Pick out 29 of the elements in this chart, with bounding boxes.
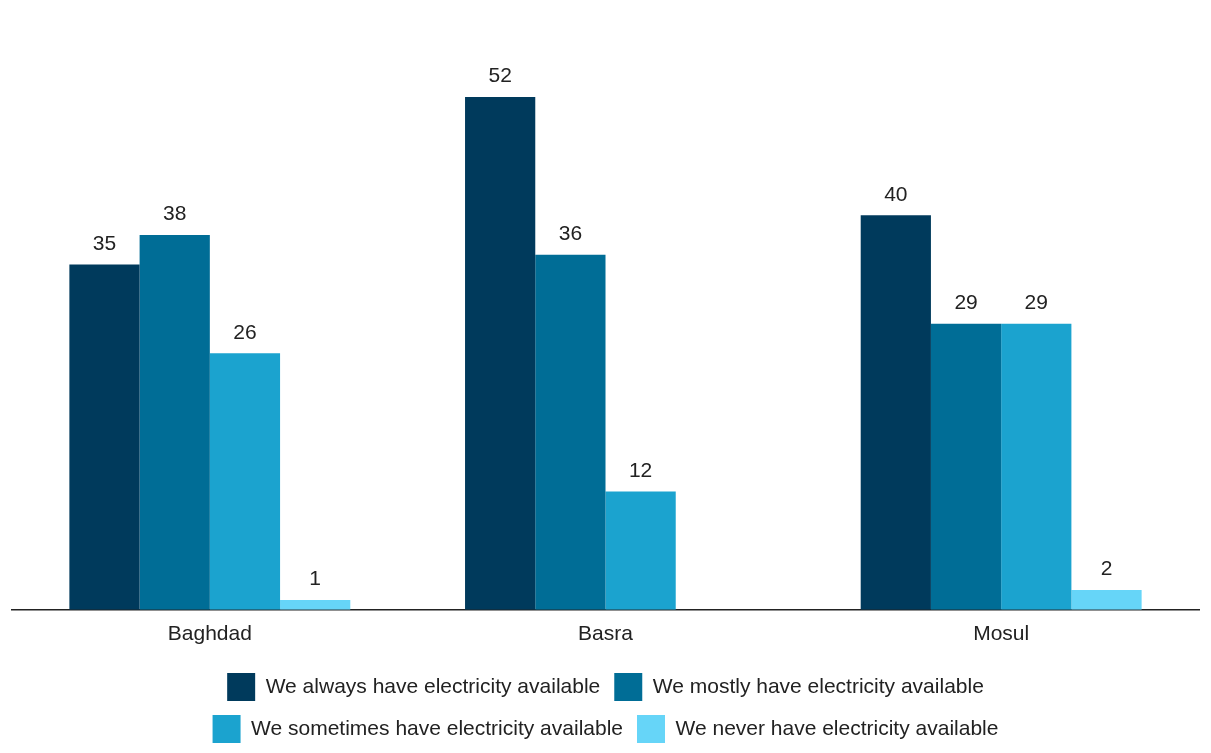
bar: [209, 353, 281, 610]
data-label: 2: [1100, 556, 1113, 580]
data-label: 1: [309, 566, 322, 590]
x-tick-label: Mosul: [973, 621, 1030, 645]
legend-label: We always have electricity available: [265, 673, 601, 697]
bar: [1071, 590, 1142, 610]
bar: [139, 234, 210, 610]
bar: [465, 96, 536, 610]
data-label: 35: [92, 230, 117, 254]
data-label: 38: [163, 201, 187, 225]
bar: [535, 254, 606, 610]
data-label: 26: [233, 319, 257, 343]
legend-label: We mostly have electricity available: [652, 673, 984, 697]
bar: [69, 264, 140, 610]
bar: [1001, 323, 1072, 610]
legend-label: We never have electricity available: [675, 715, 999, 739]
x-tick-label: Baghdad: [167, 621, 252, 645]
data-label: 52: [488, 63, 512, 87]
data-label: 29: [954, 290, 978, 314]
data-label: 12: [628, 457, 653, 481]
bar: [930, 323, 1002, 610]
data-label: 36: [558, 221, 583, 245]
x-tick-label: Basra: [578, 621, 634, 645]
data-label: 29: [1024, 290, 1048, 314]
legend-label: We sometimes have electricity available: [251, 715, 623, 739]
bar: [860, 215, 931, 610]
bar: [280, 599, 351, 610]
data-label: 40: [884, 181, 908, 205]
bar: [605, 491, 676, 610]
